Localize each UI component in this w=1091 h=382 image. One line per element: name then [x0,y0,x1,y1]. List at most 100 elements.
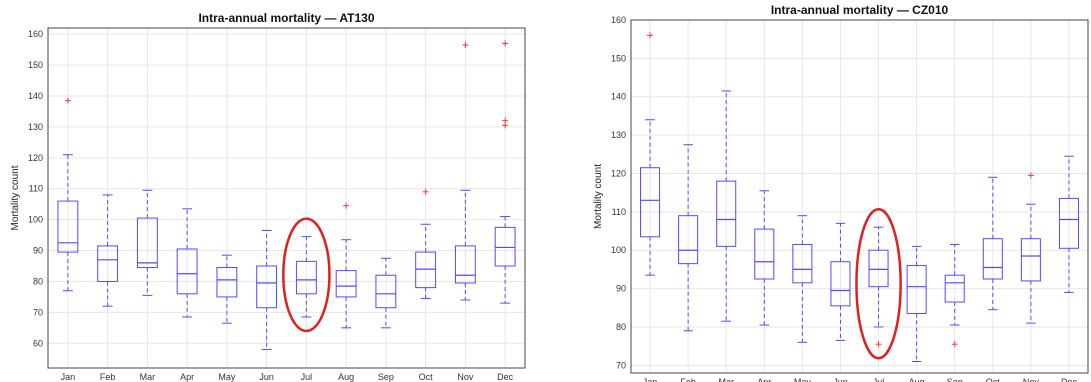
y-tick-label: 130 [28,122,43,132]
x-tick-label: Jan [61,372,76,382]
x-tick-label: Dec [1061,377,1078,382]
y-tick-label: 110 [29,184,43,194]
iqr-box [754,228,775,280]
y-tick-label: 70 [33,307,43,317]
y-tick-label: 60 [33,338,43,348]
box-mar [716,90,737,322]
x-tick-label: May [218,372,236,382]
box-jul [295,236,317,318]
box-feb [97,194,119,307]
y-tick-label: 140 [611,92,626,102]
highlight-ellipse-jul [282,217,331,333]
box-jun [830,222,851,341]
outlier-point [647,32,654,39]
x-tick-label: Nov [1023,377,1040,382]
x-tick-label: Dec [497,372,514,382]
y-tick-label: 80 [33,276,43,286]
iqr-box [454,245,476,284]
x-tick-label: Aug [338,372,354,382]
outlier-point [343,202,350,209]
iqr-box [216,267,238,298]
y-tick-label: 90 [33,246,43,256]
y-tick-label: 80 [616,322,626,332]
box-sep [944,243,965,348]
chart-at130: Intra-annual mortality — AT130 60 70 80 90 10… [10,11,526,382]
y-tick-label: 110 [612,207,626,217]
box-jan [57,97,79,292]
iqr-box [295,260,317,295]
y-tick-label: 120 [611,168,626,178]
box-nov [454,42,476,301]
x-tick-label: Apr [757,377,771,382]
box-jun [256,229,278,350]
outlier-point [462,42,469,48]
outlier-point [502,117,509,124]
x-tick-label: Sep [378,372,394,382]
y-tick-label: 100 [611,245,626,255]
iqr-box [494,226,516,267]
box-oct [415,188,437,299]
plot-frame [630,19,1089,374]
box-jul [868,226,889,348]
y-tick-label: 70 [616,360,626,370]
outlier-point [1027,172,1034,179]
y-tick-label: 100 [28,215,43,225]
iqr-box [256,265,278,309]
outlier-point [875,341,882,348]
y-tick-label: 160 [611,15,626,25]
iqr-box [906,265,927,315]
x-tick-label: Apr [180,372,194,382]
highlight-ellipse-jul [855,207,902,360]
box-aug [335,202,357,329]
iqr-box [716,180,737,247]
box-apr [754,190,775,326]
outlier-point [422,188,429,195]
x-tick-label: Feb [100,372,116,382]
chart-cz010: Intra-annual mortality — CZ010 70 80 90 100 1… [593,3,1089,382]
iqr-box [415,251,437,289]
iqr-box [944,274,965,303]
y-tick-label: 150 [611,53,626,63]
chart-title: Intra-annual mortality — AT130 [198,11,374,25]
box-nov [1020,172,1041,324]
iqr-box [830,261,851,307]
iqr-box [868,249,889,288]
outlier-point [502,40,509,47]
x-tick-label: Sep [947,377,963,382]
x-tick-label: Aug [909,377,925,382]
x-tick-label: Jul [301,372,313,382]
x-tick-label: Jan [643,377,658,382]
box-jan [640,32,661,276]
plot-frame [47,27,526,369]
y-tick-label: 90 [616,284,626,294]
iqr-box [792,243,813,284]
iqr-box [678,215,699,265]
iqr-box [176,248,198,295]
box-mar [136,189,158,296]
x-tick-label: Mar [140,372,156,382]
iqr-box [335,270,357,298]
y-tick-label: 150 [28,60,43,70]
x-tick-label: Oct [419,372,434,382]
box-may [216,254,238,324]
iqr-box [982,238,1003,280]
y-tick-label: 160 [28,29,43,39]
y-axis-label: Mortality count [10,165,21,230]
y-tick-label: 120 [28,153,43,163]
iqr-box [375,274,397,309]
iqr-box [97,245,119,282]
iqr-box [57,200,79,253]
box-dec [1058,155,1079,293]
box-apr [176,208,198,318]
y-axis-label: Mortality count [593,164,604,229]
iqr-box [136,217,158,269]
y-tick-label: 140 [28,91,43,101]
box-oct [982,176,1003,311]
iqr-box [1058,197,1079,249]
y-tick-label: 130 [611,130,626,140]
outlier-point [64,97,71,104]
iqr-box [1020,238,1041,282]
box-feb [678,144,699,332]
x-tick-label: May [794,377,812,382]
x-tick-label: Jun [833,377,848,382]
